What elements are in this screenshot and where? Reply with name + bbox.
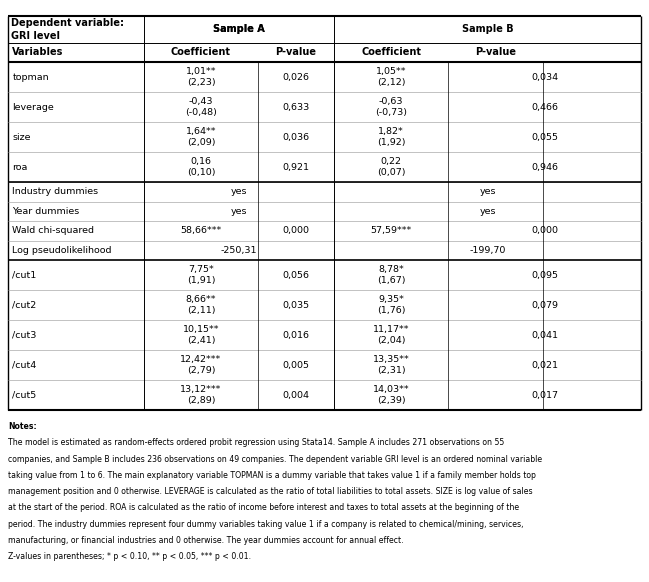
Text: Sample B: Sample B	[462, 24, 513, 34]
Text: 0,056: 0,056	[282, 271, 310, 280]
Text: 0,095: 0,095	[531, 271, 558, 280]
Text: 0,921: 0,921	[282, 162, 310, 172]
Text: 0,466: 0,466	[531, 102, 558, 112]
Text: 0,004: 0,004	[282, 391, 310, 400]
Text: /cut1: /cut1	[12, 271, 36, 280]
Text: 12,42***
(2,79): 12,42*** (2,79)	[180, 355, 221, 375]
Text: 0,041: 0,041	[531, 331, 558, 340]
Text: Dependent variable:
GRI level: Dependent variable: GRI level	[11, 18, 124, 41]
Text: Sample A: Sample A	[213, 24, 265, 34]
Text: Coefficient: Coefficient	[171, 47, 231, 57]
Text: 57,59***: 57,59***	[371, 226, 411, 236]
Text: 8,78*
(1,67): 8,78* (1,67)	[377, 265, 405, 285]
Text: size: size	[12, 133, 31, 141]
Text: -250,31: -250,31	[221, 246, 257, 255]
Text: P-value: P-value	[475, 47, 516, 57]
Text: Notes:: Notes:	[8, 422, 36, 431]
Text: /cut3: /cut3	[12, 331, 37, 340]
Text: 0,000: 0,000	[282, 226, 310, 236]
Text: 0,005: 0,005	[282, 361, 310, 370]
Text: Sample A: Sample A	[213, 24, 265, 34]
Text: -0,63
(-0,73): -0,63 (-0,73)	[375, 97, 407, 117]
Text: Industry dummies: Industry dummies	[12, 187, 99, 196]
Text: 13,12***
(2,89): 13,12*** (2,89)	[180, 385, 222, 405]
Text: at the start of the period. ROA is calculated as the ratio of income before inte: at the start of the period. ROA is calcu…	[8, 503, 519, 512]
Text: 9,35*
(1,76): 9,35* (1,76)	[377, 295, 405, 315]
Text: Wald chi-squared: Wald chi-squared	[12, 226, 94, 236]
Text: 0,035: 0,035	[282, 301, 310, 310]
Text: 0,021: 0,021	[531, 361, 558, 370]
Text: 7,75*
(1,91): 7,75* (1,91)	[187, 265, 215, 285]
Text: yes: yes	[231, 207, 247, 216]
Text: yes: yes	[231, 187, 247, 196]
Text: topman: topman	[12, 73, 49, 81]
Text: 58,66***: 58,66***	[180, 226, 221, 236]
Text: yes: yes	[480, 207, 496, 216]
Text: taking value from 1 to 6. The main explanatory variable TOPMAN is a dummy variab: taking value from 1 to 6. The main expla…	[8, 471, 535, 480]
Text: period. The industry dummies represent four dummy variables taking value 1 if a : period. The industry dummies represent f…	[8, 520, 523, 528]
Text: Coefficient: Coefficient	[361, 47, 421, 57]
Text: 0,946: 0,946	[531, 162, 558, 172]
Text: Log pseudolikelihood: Log pseudolikelihood	[12, 246, 112, 255]
Text: 1,01**
(2,23): 1,01** (2,23)	[186, 67, 216, 87]
Text: 0,034: 0,034	[531, 73, 558, 81]
Text: The model is estimated as random-effects ordered probit regression using Stata14: The model is estimated as random-effects…	[8, 438, 504, 447]
Text: -0,43
(-0,48): -0,43 (-0,48)	[185, 97, 217, 117]
Text: -199,70: -199,70	[469, 246, 506, 255]
Text: 1,82*
(1,92): 1,82* (1,92)	[377, 127, 405, 147]
Text: 14,03**
(2,39): 14,03** (2,39)	[373, 385, 410, 405]
Text: Variables: Variables	[12, 47, 64, 57]
Text: 0,026: 0,026	[282, 73, 310, 81]
Text: yes: yes	[480, 187, 496, 196]
Text: 1,64**
(2,09): 1,64** (2,09)	[186, 127, 216, 147]
Text: 0,22
(0,07): 0,22 (0,07)	[377, 157, 405, 177]
Text: 8,66**
(2,11): 8,66** (2,11)	[186, 295, 216, 315]
Text: management position and 0 otherwise. LEVERAGE is calculated as the ratio of tota: management position and 0 otherwise. LEV…	[8, 487, 532, 496]
Text: 1,05**
(2,12): 1,05** (2,12)	[376, 67, 406, 87]
Text: /cut2: /cut2	[12, 301, 36, 310]
Text: 0,16
(0,10): 0,16 (0,10)	[187, 157, 215, 177]
Text: /cut5: /cut5	[12, 391, 36, 400]
Text: P-value: P-value	[275, 47, 317, 57]
Text: 0,017: 0,017	[531, 391, 558, 400]
Text: 0,016: 0,016	[282, 331, 310, 340]
Text: /cut4: /cut4	[12, 361, 36, 370]
Text: 10,15**
(2,41): 10,15** (2,41)	[183, 325, 219, 345]
Text: 0,055: 0,055	[531, 133, 558, 141]
Text: Z-values in parentheses; * p < 0.10, ** p < 0.05, *** p < 0.01.: Z-values in parentheses; * p < 0.10, ** …	[8, 552, 251, 561]
Text: Year dummies: Year dummies	[12, 207, 80, 216]
Text: 0,079: 0,079	[531, 301, 558, 310]
Text: leverage: leverage	[12, 102, 54, 112]
Text: 11,17**
(2,04): 11,17** (2,04)	[373, 325, 410, 345]
Text: 13,35**
(2,31): 13,35** (2,31)	[373, 355, 410, 375]
Text: 0,000: 0,000	[531, 226, 558, 236]
Text: companies, and Sample B includes 236 observations on 49 companies. The dependent: companies, and Sample B includes 236 obs…	[8, 455, 542, 463]
Text: roa: roa	[12, 162, 28, 172]
Text: 0,036: 0,036	[282, 133, 310, 141]
Text: 0,633: 0,633	[282, 102, 310, 112]
Text: manufacturing, or financial industries and 0 otherwise. The year dummies account: manufacturing, or financial industries a…	[8, 536, 404, 545]
